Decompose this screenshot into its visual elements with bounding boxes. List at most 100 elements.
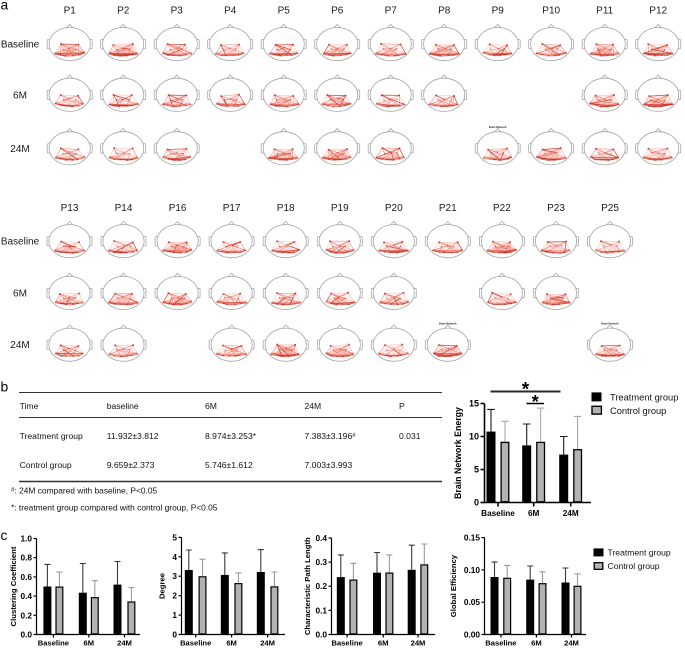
svg-text:c: c: [1, 528, 8, 543]
svg-text:0: 0: [474, 498, 479, 508]
svg-text:24M: 24M: [563, 509, 579, 518]
svg-text:Treatment group: Treatment group: [608, 548, 671, 558]
svg-text:Global Efficiency: Global Efficiency: [449, 554, 458, 617]
svg-text:P22: P22: [493, 203, 511, 214]
svg-text:0.4: 0.4: [20, 591, 32, 601]
svg-text:P1: P1: [64, 6, 77, 17]
svg-text:0.1: 0.1: [315, 605, 327, 615]
svg-text:P18: P18: [277, 203, 295, 214]
svg-text:P8: P8: [438, 6, 451, 17]
svg-text:3: 3: [172, 571, 177, 581]
svg-text:b: b: [1, 380, 9, 395]
svg-text:Brain Network: Brain Network: [439, 322, 457, 326]
svg-text:6M: 6M: [13, 90, 27, 101]
svg-text:Clustering Coefficient: Clustering Coefficient: [9, 546, 18, 626]
svg-text:1: 1: [172, 610, 177, 620]
svg-text:P3: P3: [171, 6, 184, 17]
svg-text:Control group: Control group: [608, 561, 660, 571]
svg-text:0.031: 0.031: [399, 431, 421, 441]
svg-text:6M: 6M: [226, 639, 237, 648]
svg-text:0.6: 0.6: [20, 572, 32, 582]
svg-text:Brain Network: Brain Network: [601, 322, 619, 326]
svg-text:P11: P11: [596, 6, 613, 17]
svg-text:24M: 24M: [117, 639, 132, 648]
svg-text:Control group: Control group: [20, 460, 72, 470]
svg-text:P4: P4: [224, 6, 237, 17]
svg-text:*: treatment group compared wi: *: treatment group compared with control…: [11, 503, 218, 513]
svg-text:P17: P17: [223, 203, 241, 214]
svg-text:0.0: 0.0: [315, 630, 327, 640]
svg-text:6M: 6M: [84, 639, 95, 648]
svg-text:0.2: 0.2: [315, 581, 327, 591]
svg-text:*: *: [522, 379, 530, 400]
svg-text:7.003±3.993: 7.003±3.993: [305, 460, 353, 470]
svg-text:Baseline: Baseline: [485, 639, 516, 648]
svg-text:P13: P13: [61, 203, 79, 214]
svg-text:0.05: 0.05: [464, 597, 481, 607]
svg-text:Degree: Degree: [158, 572, 167, 599]
svg-text:1.0: 1.0: [20, 534, 32, 544]
svg-text:P10: P10: [542, 6, 560, 17]
svg-text:0.2: 0.2: [20, 610, 32, 620]
svg-text:0.8: 0.8: [20, 553, 32, 563]
svg-text:Baseline: Baseline: [1, 40, 40, 51]
svg-text:6M: 6M: [13, 289, 27, 300]
svg-text:7.383±3.196#: 7.383±3.196#: [305, 431, 357, 441]
svg-text:0.0: 0.0: [20, 630, 32, 640]
svg-text:0.4: 0.4: [315, 533, 327, 543]
svg-text:Brain Network: Brain Network: [489, 125, 507, 129]
svg-text:11.932±3.812: 11.932±3.812: [107, 431, 159, 441]
svg-text:a: a: [1, 0, 9, 12]
svg-text:5.746±1.612: 5.746±1.612: [205, 460, 253, 470]
svg-text:0.15: 0.15: [464, 533, 481, 543]
svg-text:Treatment group: Treatment group: [610, 393, 678, 403]
svg-text:0.10: 0.10: [464, 565, 481, 575]
svg-text:0.00: 0.00: [464, 630, 481, 640]
svg-text:0.3: 0.3: [315, 557, 327, 567]
svg-text:Baseline: Baseline: [38, 639, 69, 648]
svg-text:Baseline: Baseline: [180, 639, 211, 648]
svg-text:P7: P7: [385, 6, 398, 17]
svg-text:P14: P14: [115, 203, 133, 214]
svg-text:P9: P9: [492, 6, 505, 17]
svg-text:P16: P16: [169, 203, 187, 214]
svg-text:Treatment group: Treatment group: [20, 431, 83, 441]
svg-text:Characteristic Path Length: Characteristic Path Length: [303, 537, 312, 635]
svg-text:P5: P5: [278, 6, 291, 17]
svg-text:P6: P6: [331, 6, 344, 17]
svg-text:24M: 24M: [305, 401, 322, 411]
svg-text:Baseline: Baseline: [331, 639, 362, 648]
svg-text:P12: P12: [649, 6, 667, 17]
svg-text:Baseline: Baseline: [481, 509, 515, 518]
svg-text:2: 2: [172, 591, 177, 601]
svg-text:5: 5: [172, 532, 177, 542]
svg-text:P23: P23: [547, 203, 565, 214]
svg-text:5: 5: [474, 465, 479, 475]
svg-text:6M: 6M: [205, 401, 217, 411]
svg-text:8.974±3.253*: 8.974±3.253*: [205, 431, 257, 441]
svg-text:Control group: Control group: [610, 406, 666, 416]
svg-text:P2: P2: [117, 6, 130, 17]
svg-text:24M: 24M: [10, 144, 29, 155]
svg-text:P21: P21: [439, 203, 457, 214]
svg-text:10: 10: [469, 432, 479, 442]
svg-text:6M: 6M: [528, 509, 540, 518]
svg-text:Baseline: Baseline: [1, 237, 40, 248]
svg-text:9.659±2.373: 9.659±2.373: [107, 460, 155, 470]
svg-text:P: P: [399, 401, 405, 411]
svg-text:Time: Time: [20, 401, 39, 411]
svg-text:#: 24M compared with baseline,: #: 24M compared with baseline, P<0.05: [11, 486, 157, 496]
svg-text:24M: 24M: [411, 639, 426, 648]
svg-text:P25: P25: [601, 203, 619, 214]
svg-text:baseline: baseline: [107, 401, 139, 411]
svg-text:15: 15: [469, 399, 479, 409]
svg-text:24M: 24M: [260, 639, 275, 648]
svg-text:P20: P20: [385, 203, 403, 214]
svg-text:Brain Network Energy: Brain Network Energy: [453, 407, 463, 499]
svg-text:P19: P19: [331, 203, 349, 214]
svg-text:24M: 24M: [10, 340, 29, 351]
svg-text:4: 4: [172, 552, 177, 562]
svg-text:6M: 6M: [531, 639, 542, 648]
svg-text:*: *: [532, 392, 539, 412]
svg-text:24M: 24M: [564, 639, 579, 648]
